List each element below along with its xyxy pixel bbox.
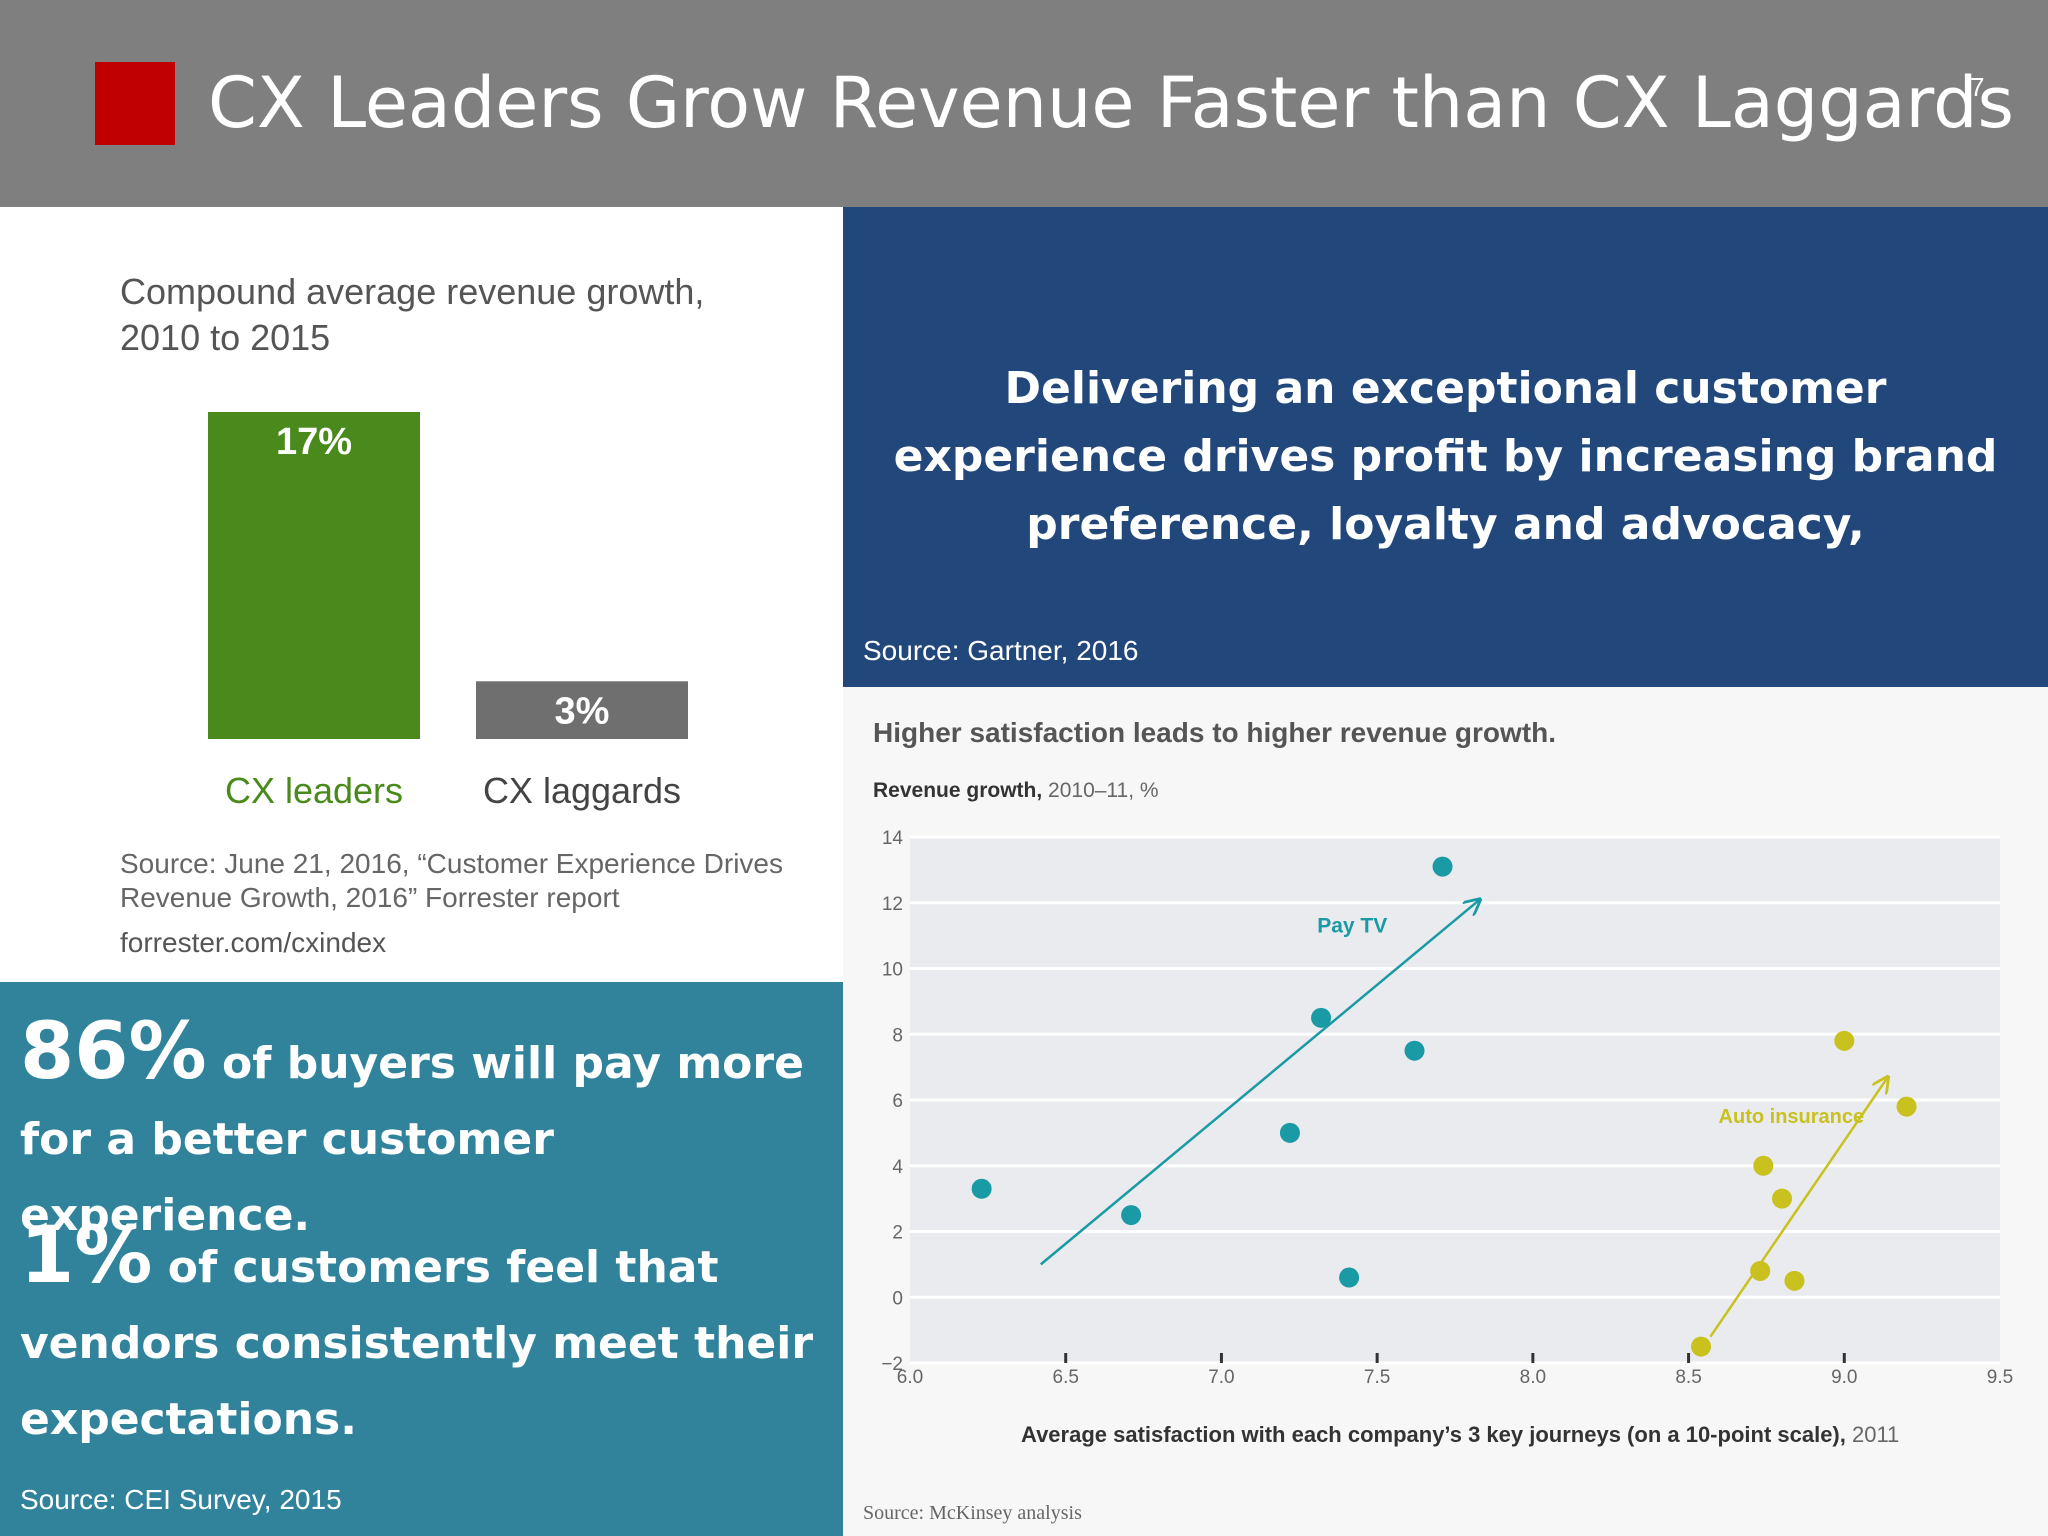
header-accent-square — [95, 62, 175, 145]
bar-category-label-2: CX laggards — [483, 770, 681, 811]
series-label-auto-insurance: Auto insurance — [1719, 1106, 1865, 1128]
data-point-pay-tv — [1279, 1122, 1300, 1143]
page-number: 7 — [1970, 72, 1985, 102]
stat-buyers-pay-more: 86% of buyers will pay more for a better… — [20, 1013, 830, 1254]
bar-chart: 17% CX leaders 3% CX laggards — [208, 412, 688, 811]
y-tick-label: 12 — [882, 894, 903, 915]
bar-category-label-1: CX leaders — [225, 770, 403, 811]
stat-vendors-meet-expectations: 1% of customers feel that vendors consis… — [20, 1217, 830, 1458]
data-point-pay-tv — [1432, 856, 1453, 877]
slide-title: CX Leaders Grow Revenue Faster than CX L… — [208, 62, 2014, 144]
quote-source: Source: Gartner, 2016 — [863, 635, 1139, 666]
data-point-auto-insurance — [1772, 1188, 1792, 1209]
y-tick-label: 2 — [892, 1223, 903, 1244]
data-point-pay-tv — [971, 1178, 992, 1199]
x-tick-label: 7.0 — [1208, 1367, 1234, 1388]
data-point-pay-tv — [1311, 1007, 1332, 1028]
stat-2-value: 1% — [20, 1211, 153, 1301]
data-point-auto-insurance — [1896, 1096, 1917, 1117]
x-tick-label: 7.5 — [1364, 1367, 1390, 1388]
bar-chart-panel: Compound average revenue growth, 2010 to… — [0, 207, 843, 982]
bar-1 — [208, 412, 420, 739]
scatter-chart-panel: Higher satisfaction leads to higher reve… — [843, 687, 2048, 1536]
y-tick-label: 10 — [882, 960, 903, 981]
scatter-x-axis-label: Average satisfaction with each company’s… — [1021, 1422, 1899, 1448]
slide-header: CX Leaders Grow Revenue Faster than CX L… — [0, 0, 2048, 207]
data-point-auto-insurance — [1691, 1336, 1712, 1357]
y-tick-label: 0 — [892, 1288, 903, 1309]
stat-1-value: 86% — [20, 1007, 207, 1097]
bar-value-label-2: 3% — [555, 690, 610, 732]
bar-2 — [476, 681, 688, 739]
y-tick-label: 4 — [892, 1157, 903, 1178]
stat-1-text: of buyers will pay more for a better cus… — [20, 1038, 804, 1241]
y-tick-label: 6 — [892, 1091, 903, 1112]
x-tick-label: 8.0 — [1520, 1367, 1546, 1388]
scatter-chart: 14 12 10 8 6 4 2 0 −26.0 6.5 7.0 7.5 8.0 8.5 9.0 9.5 Pay… — [881, 828, 2013, 1388]
x-tick-label: 6.5 — [1053, 1367, 1079, 1388]
x-tick-label: 6.0 — [897, 1367, 923, 1388]
y-tick-label: 14 — [882, 828, 904, 849]
bar-chart-title: Compound average revenue growth, 2010 to… — [120, 271, 705, 358]
scatter-x-axis-label-bold: Average satisfaction with each company’s… — [1021, 1422, 1846, 1447]
trend-arrow-auto-insurance — [1709, 1077, 1888, 1338]
data-point-auto-insurance — [1784, 1270, 1805, 1291]
data-point-auto-insurance — [1834, 1030, 1855, 1051]
trend-arrow-pay-tv — [1040, 899, 1480, 1266]
data-point-auto-insurance — [1753, 1155, 1774, 1176]
x-tick-label: 8.5 — [1675, 1367, 1701, 1388]
scatter-y-axis-label-rest: 2010–11, % — [1042, 779, 1159, 802]
stat-2-text: of customers feel that vendors consisten… — [20, 1242, 814, 1445]
data-point-pay-tv — [1121, 1205, 1142, 1226]
data-point-pay-tv — [1339, 1267, 1360, 1288]
bar-chart-source: Source: June 21, 2016, “Customer Experie… — [120, 848, 783, 913]
stats-source: Source: CEI Survey, 2015 — [20, 1484, 342, 1515]
quote-panel: Delivering an exceptional customer exper… — [843, 207, 2048, 687]
scatter-x-axis-label-rest: 2011 — [1845, 1422, 1900, 1447]
quote-text: Delivering an exceptional customer exper… — [893, 363, 1998, 550]
bar-value-label-1: 17% — [276, 421, 352, 463]
scatter-y-axis-label-bold: Revenue growth, — [873, 779, 1043, 802]
y-tick-label: −2 — [881, 1354, 903, 1375]
data-point-auto-insurance — [1750, 1260, 1771, 1281]
x-tick-label: 9.5 — [1987, 1367, 2013, 1388]
data-point-pay-tv — [1404, 1040, 1425, 1061]
series-label-pay-tv: Pay TV — [1317, 914, 1387, 937]
scatter-chart-source: Source: McKinsey analysis — [863, 1502, 1082, 1524]
stats-panel: 86% of buyers will pay more for a better… — [0, 982, 843, 1536]
x-tick-label: 9.0 — [1831, 1367, 1857, 1388]
y-tick-label: 8 — [892, 1025, 903, 1046]
scatter-chart-title: Higher satisfaction leads to higher reve… — [873, 717, 1557, 748]
bar-chart-url: forrester.com/cxindex — [120, 927, 387, 958]
scatter-y-axis-label: Revenue growth, 2010–11, % — [873, 779, 1159, 803]
